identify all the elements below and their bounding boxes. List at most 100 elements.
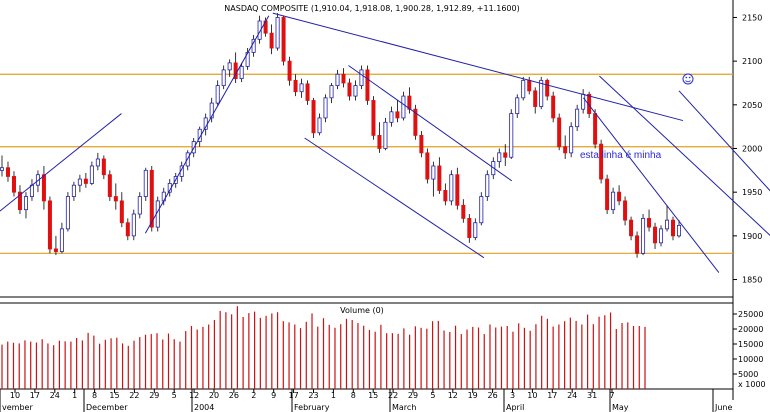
candle-45: [269, 24, 274, 55]
candle-50: [299, 78, 304, 98]
candle-body-14: [83, 178, 88, 184]
candle-body-55: [329, 85, 334, 99]
candle-body-85: [509, 113, 514, 158]
price-tick-label-0: 1850: [742, 276, 762, 285]
candle-100: [599, 139, 604, 184]
candle-87: [521, 76, 526, 101]
candle-15: [89, 161, 94, 186]
x-tick-label-19: 22: [388, 391, 398, 400]
candle-body-25: [149, 169, 154, 228]
candle-body-3: [17, 191, 22, 211]
trendline-6: [583, 97, 720, 273]
candle-body-78: [467, 217, 472, 239]
candle-8: [47, 196, 52, 254]
smiley-mouth: [685, 80, 691, 83]
x-tick-label-15: 23: [308, 391, 318, 400]
candle-7: [41, 165, 46, 210]
candle-body-67: [401, 95, 406, 119]
candle-104: [623, 196, 628, 226]
candle-body-93: [557, 117, 562, 148]
candle-body-9: [53, 248, 58, 252]
candle-body-11: [65, 196, 70, 230]
candle-54: [323, 94, 328, 123]
candle-93: [557, 113, 562, 151]
candle-56: [335, 69, 340, 90]
candle-body-22: [131, 213, 136, 237]
candle-40: [239, 62, 244, 83]
candle-11: [65, 192, 70, 232]
candle-18: [107, 170, 112, 201]
x-tick-label-2: 24: [50, 391, 60, 400]
candle-body-79: [473, 222, 478, 239]
candle-body-64: [383, 121, 388, 149]
price-tick-label-6: 2150: [742, 13, 762, 22]
candle-37: [221, 65, 226, 90]
x-tick-label-1: 17: [30, 391, 40, 400]
candle-91: [545, 78, 550, 101]
candle-body-95: [569, 126, 574, 154]
candle-body-16: [95, 158, 100, 167]
candle-body-90: [539, 79, 544, 107]
trendline-5: [599, 75, 770, 236]
smiley-eye-right: [688, 76, 691, 79]
candle-81: [485, 170, 490, 201]
candle-67: [401, 91, 406, 121]
candle-body-12: [71, 184, 76, 197]
candle-63: [377, 122, 382, 153]
x-tick-label-28: 24: [567, 391, 577, 400]
candle-body-94: [563, 146, 568, 154]
candle-body-53: [317, 117, 322, 134]
candle-body-61: [365, 69, 370, 101]
candle-22: [131, 209, 136, 241]
price-tick-label-2: 1950: [742, 188, 762, 197]
x-tick-label-14: 17: [289, 391, 299, 400]
candle-59: [353, 80, 358, 101]
candle-52: [311, 97, 316, 139]
candle-49: [293, 74, 298, 97]
x-tick-label-13: 9: [271, 391, 276, 400]
candle-body-65: [389, 111, 394, 123]
candle-110: [659, 225, 664, 247]
candle-61: [365, 65, 370, 105]
month-label-3: February: [294, 403, 330, 412]
candle-83: [497, 148, 502, 168]
candle-69: [413, 104, 418, 140]
candle-body-23: [137, 196, 142, 215]
candle-body-58: [347, 82, 352, 97]
month-label-7: June: [714, 403, 733, 412]
month-label-0: vember: [2, 403, 33, 412]
candle-113: [677, 220, 682, 238]
candle-body-113: [677, 224, 682, 237]
candle-23: [137, 192, 142, 219]
x-tick-label-29: 31: [587, 391, 597, 400]
candle-body-91: [545, 79, 550, 97]
x-axis: 10 17 24 1 8 15 22 29 5 12 20 26 2 9 17 23 1 8 15 22 29 5 12 19…: [0, 389, 733, 412]
x-tick-label-21: 5: [430, 391, 435, 400]
candle-body-108: [647, 217, 652, 228]
x-tick-label-17: 8: [351, 391, 356, 400]
candle-body-110: [659, 228, 664, 244]
candle-85: [509, 109, 514, 159]
annotation-text: esta linha é minha: [580, 150, 662, 161]
candle-body-1: [5, 167, 10, 177]
candle-43: [257, 15, 262, 44]
month-label-2: 2004: [194, 403, 214, 412]
candle-16: [95, 152, 100, 171]
candle-body-63: [377, 134, 382, 149]
x-tick-label-5: 15: [109, 391, 119, 400]
month-label-1: December: [86, 403, 128, 412]
candle-62: [371, 96, 376, 140]
candle-74: [443, 183, 448, 206]
candle-body-13: [77, 178, 82, 186]
candle-body-101: [605, 178, 610, 211]
candle-body-50: [299, 83, 304, 93]
candle-103: [617, 185, 622, 206]
candle-body-86: [515, 97, 520, 114]
candle-101: [605, 174, 610, 215]
smiley-icon: [682, 73, 694, 85]
candle-body-51: [305, 83, 310, 101]
candle-48: [287, 56, 292, 86]
candle-3: [17, 185, 22, 215]
candle-body-89: [533, 90, 538, 107]
